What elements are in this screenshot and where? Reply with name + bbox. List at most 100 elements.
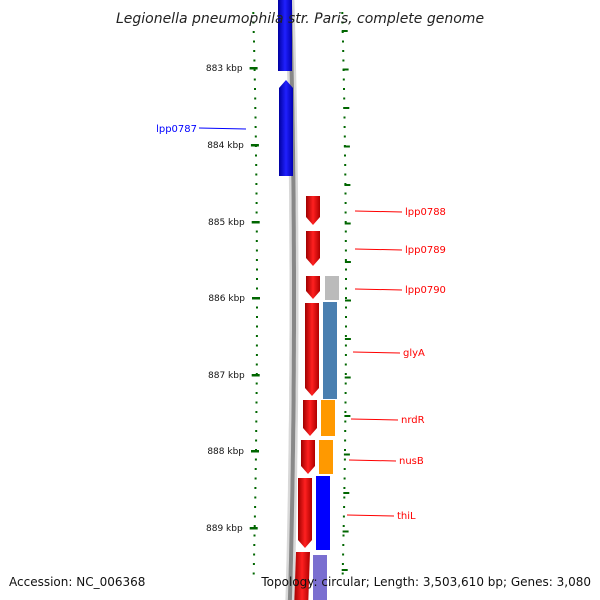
map-title: Legionella pneumophila str. Paris, compl… (116, 11, 484, 27)
boundary-dot (255, 230, 258, 233)
boundary-dot (344, 164, 347, 166)
boundary-dot (342, 525, 345, 527)
boundary-dot (344, 211, 347, 214)
boundary-dot (344, 154, 346, 157)
gene-block-downstream (294, 552, 310, 600)
boundary-dot (344, 230, 347, 233)
boundary-dot (255, 259, 258, 261)
boundary-dot (343, 487, 346, 489)
cog-track (313, 276, 339, 600)
boundary-dot (344, 173, 347, 176)
cog-segment (313, 555, 327, 600)
boundary-dot (255, 420, 258, 423)
boundary-dash (344, 376, 351, 379)
gene-label-nusB: nusB (399, 456, 424, 467)
boundary-dot (342, 515, 345, 518)
gene-leader-line (354, 288, 403, 291)
gene-arrow-lpp0788 (306, 196, 320, 225)
boundary-dot (254, 135, 257, 138)
boundary-dot (344, 382, 347, 385)
boundary-dot (254, 107, 257, 109)
boundary-dot (256, 325, 258, 328)
kbp-tick-label: 884 kbp (207, 141, 244, 151)
kbp-tick-mark (252, 297, 260, 300)
boundary-dot (341, 572, 344, 575)
boundary-dot (252, 12, 255, 14)
boundary-dot (344, 335, 347, 337)
boundary-dot (255, 430, 258, 432)
boundary-dash (341, 569, 348, 571)
boundary-dot (343, 477, 346, 480)
boundary-dot (254, 468, 257, 470)
boundary-dot (255, 183, 258, 185)
gene-label-nrdR: nrdR (401, 415, 425, 426)
boundary-dot (253, 69, 256, 71)
boundary-dot (252, 572, 255, 575)
boundary-dot (255, 192, 258, 195)
gene-label-lpp0788: lpp0788 (405, 207, 446, 218)
boundary-dot (253, 525, 256, 527)
boundary-dot (341, 563, 344, 565)
cog-segment (325, 276, 339, 300)
boundary-dot (253, 59, 256, 62)
kbp-tick-mark (249, 67, 258, 70)
boundary-dot (254, 97, 257, 100)
gene-arrow-thiL (298, 478, 312, 548)
boundary-dot (344, 202, 347, 204)
boundary-dot (345, 287, 347, 290)
boundary-dot (256, 287, 258, 290)
boundary-dot (342, 50, 345, 52)
boundary-dot (255, 211, 258, 214)
boundary-dot (343, 506, 346, 508)
kbp-tick-mark (249, 527, 258, 530)
boundary-dot (255, 411, 258, 413)
gene-arrow-lpp0789 (306, 231, 320, 266)
kbp-ticks: 883 kbp 884 kbp 885 kbp 886 kbp 887 kbp 888 k… (206, 64, 260, 534)
cog-segment (323, 302, 337, 399)
genome-summary-text: Topology: circular; Length: 3,503,610 bp… (260, 575, 591, 589)
boundary-dash (344, 261, 351, 263)
boundary-dot (343, 88, 345, 90)
boundary-dot (254, 126, 257, 128)
boundary-dot (341, 12, 344, 14)
boundary-dot (253, 78, 256, 81)
gene-labels: lpp0787 lpp0788 lpp0789 lpp0790 glyA nrdR nusB… (156, 124, 446, 522)
boundary-dot (254, 487, 257, 489)
gene-arrow-nusB (301, 440, 315, 474)
boundary-dot (344, 411, 347, 413)
boundary-dot (345, 268, 347, 271)
gene-leader-line (354, 210, 403, 213)
boundary-dot (344, 420, 347, 423)
boundary-dot (255, 249, 258, 252)
kbp-tick-label: 886 kbp (208, 294, 245, 304)
kbp-tick-mark (251, 221, 260, 224)
boundary-dot (254, 458, 257, 461)
boundary-dot (343, 135, 346, 138)
gene-leader-line (354, 248, 403, 251)
boundary-dot (345, 278, 347, 280)
boundary-dot (342, 40, 344, 43)
kbp-tick-label: 883 kbp (206, 64, 243, 74)
gene-block-upstream (278, 0, 292, 71)
boundary-dot (345, 297, 347, 299)
boundary-dot (253, 534, 256, 537)
boundary-dot (344, 354, 347, 356)
boundary-dot (256, 278, 258, 280)
boundary-dot (255, 382, 258, 385)
boundary-dot (253, 544, 256, 546)
boundary-dot (343, 468, 346, 470)
boundary-dot (252, 563, 255, 565)
boundary-dot (255, 354, 258, 356)
boundary-dot (343, 97, 346, 100)
boundary-dash (343, 145, 350, 148)
boundary-dot (254, 496, 257, 499)
kbp-tick-label: 888 kbp (207, 447, 244, 457)
boundary-dash (343, 453, 350, 456)
boundary-dot (342, 534, 345, 537)
boundary-dot (344, 373, 347, 375)
gene-label-glyA: glyA (403, 348, 425, 359)
boundary-dot (253, 515, 256, 518)
boundary-dot (256, 316, 258, 318)
boundary-dot (344, 192, 347, 195)
boundary-dot (344, 249, 347, 252)
